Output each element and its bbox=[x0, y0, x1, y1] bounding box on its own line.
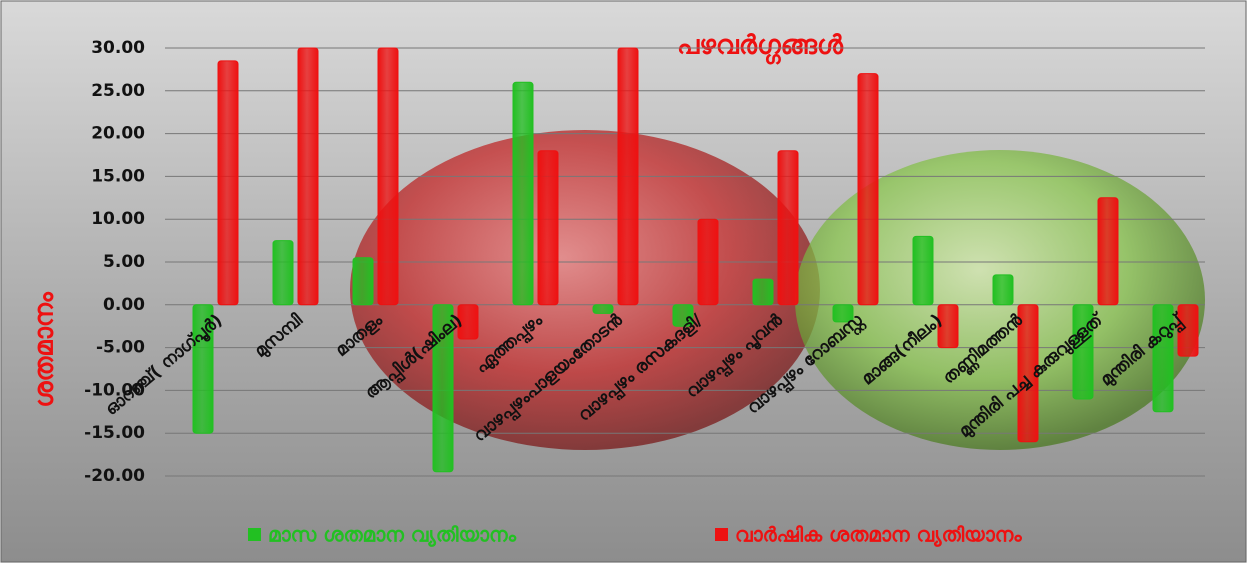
legend-label: മാസ ശതമാന വ്യതിയാനം bbox=[268, 523, 517, 548]
bar bbox=[857, 73, 879, 306]
y-tick-label: 25.00 bbox=[91, 81, 145, 101]
bar bbox=[697, 218, 719, 306]
bar bbox=[592, 304, 614, 314]
bar bbox=[672, 304, 694, 327]
y-tick-label: 30.00 bbox=[91, 38, 145, 58]
bar bbox=[192, 304, 214, 434]
bar bbox=[617, 47, 639, 306]
y-axis-label: ശതമാനം bbox=[30, 291, 60, 408]
bar bbox=[537, 150, 559, 306]
y-tick-label: 20.00 bbox=[91, 124, 145, 144]
bar bbox=[512, 81, 534, 306]
bar bbox=[752, 278, 774, 306]
bar bbox=[992, 274, 1014, 306]
bar bbox=[1017, 304, 1039, 443]
legend-swatch bbox=[715, 528, 728, 541]
y-tick-label: 15.00 bbox=[91, 166, 145, 186]
y-tick-label: -15.00 bbox=[84, 423, 145, 443]
bar bbox=[937, 304, 959, 349]
y-tick-label: 10.00 bbox=[91, 209, 145, 229]
apple-red bbox=[350, 130, 820, 450]
bar bbox=[377, 47, 399, 306]
bar bbox=[457, 304, 479, 340]
bar bbox=[297, 47, 319, 306]
bar bbox=[1177, 304, 1199, 357]
bar bbox=[272, 240, 294, 306]
bar bbox=[912, 235, 934, 306]
bar bbox=[832, 304, 854, 323]
y-tick-label: 5.00 bbox=[103, 252, 145, 272]
bar bbox=[1072, 304, 1094, 400]
legend-swatch bbox=[248, 528, 261, 541]
bar bbox=[1152, 304, 1174, 413]
y-tick-label: -20.00 bbox=[84, 466, 145, 486]
y-tick-label: 0.00 bbox=[103, 295, 145, 315]
y-tick-label: -10.00 bbox=[84, 380, 145, 400]
legend-label: വാർഷിക ശതമാന വ്യതിയാനം bbox=[735, 523, 1022, 548]
bar bbox=[217, 60, 239, 306]
bar bbox=[1097, 197, 1119, 306]
bar bbox=[777, 150, 799, 306]
bar bbox=[432, 304, 454, 473]
bar bbox=[352, 257, 374, 306]
y-tick-label: -5.00 bbox=[96, 338, 145, 358]
